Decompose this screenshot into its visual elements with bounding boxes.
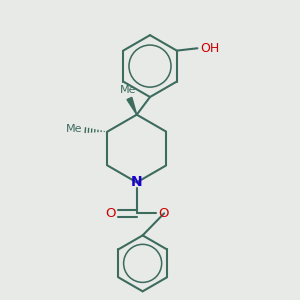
Text: Me: Me xyxy=(66,124,82,134)
Text: O: O xyxy=(158,207,169,220)
Text: O: O xyxy=(105,207,115,220)
Text: OH: OH xyxy=(200,42,219,55)
Polygon shape xyxy=(127,98,137,115)
Text: N: N xyxy=(131,176,142,189)
Text: Me: Me xyxy=(120,85,136,95)
